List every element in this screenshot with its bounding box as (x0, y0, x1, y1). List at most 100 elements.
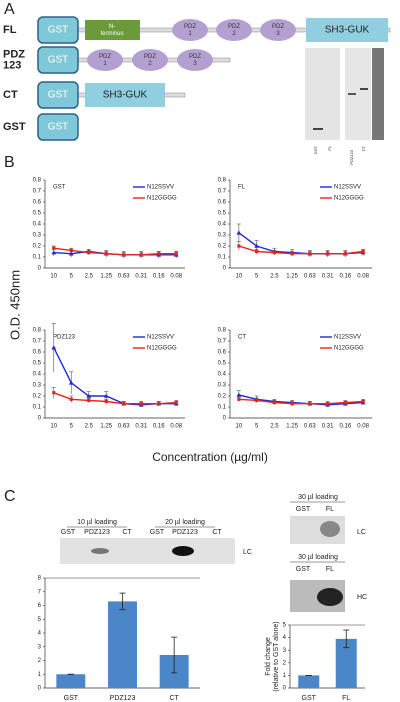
x-tick-label: 1.25 (286, 274, 298, 280)
domain-label: PDZ (189, 54, 201, 60)
y-tick-label: 0.1 (33, 405, 42, 411)
y-tick-label: 0.5 (33, 361, 42, 367)
legend-label: N12SSVV (334, 185, 361, 191)
marker (343, 401, 347, 405)
x-tick-label: 2.5 (85, 424, 94, 430)
pdz-domain (172, 19, 208, 41)
gst-domain (37, 46, 79, 74)
x-tick-label: 10 (236, 424, 243, 430)
bar (108, 601, 137, 688)
y-tick-label: 4 (283, 635, 287, 641)
y-tick-label: 0.4 (218, 372, 227, 378)
x-tick-label: 0.08 (170, 274, 182, 280)
marker (272, 251, 276, 255)
y-tick-label: 1 (38, 672, 42, 678)
y-tick-label: 0.7 (218, 339, 227, 345)
marker (68, 380, 74, 385)
marker (290, 402, 294, 406)
y-tick-label: 8 (38, 576, 42, 582)
x-tick-label: 0.31 (135, 274, 147, 280)
marker (236, 392, 242, 397)
x-tick-label: 0.63 (304, 424, 316, 430)
gel-label: LC (357, 529, 366, 536)
y-tick-label: 0 (223, 416, 227, 422)
marker (361, 399, 365, 404)
x-tick-label: 10 (50, 424, 57, 430)
construct-label: GST (3, 121, 26, 133)
domain-label: N- (109, 24, 115, 30)
y-tick-label: 0.2 (33, 394, 42, 400)
marker (104, 399, 108, 404)
gel-image (305, 48, 340, 140)
pdz-domain (216, 19, 252, 41)
domain-label: 3 (276, 31, 280, 37)
x-tick-label: 0.08 (357, 274, 369, 280)
gel-band (313, 128, 323, 130)
marker (86, 393, 92, 398)
domain-label: GST (48, 90, 69, 101)
x-tick-label: FL (342, 695, 350, 702)
domain-label: PDZ (272, 24, 284, 30)
y-tick-label: 0.2 (218, 394, 227, 400)
marker (272, 401, 276, 405)
marker (52, 391, 56, 395)
legend-label: N12GGGG (147, 196, 177, 202)
x-tick-label: 0.31 (322, 274, 334, 280)
x-tick-label: 0.16 (340, 274, 352, 280)
sh3-guk-domain (85, 83, 165, 107)
x-tick-label: 0.08 (357, 424, 369, 430)
x-tick-label: 1.25 (286, 424, 298, 430)
gel-ladder (372, 48, 384, 140)
x-tick-label: 5 (255, 424, 259, 430)
x-tick-label: 0.16 (340, 424, 352, 430)
marker (139, 402, 143, 406)
y-tick-label: 0 (283, 686, 287, 692)
y-tick-label: 2 (38, 658, 42, 664)
y-tick-label: 0.1 (218, 255, 227, 261)
y-tick-label: 0.6 (218, 200, 227, 206)
gst-domain (37, 113, 79, 141)
x-tick-label: 5 (70, 274, 74, 280)
x-tick-label: 1.25 (100, 274, 112, 280)
x-tick-label: 2.5 (270, 274, 279, 280)
legend-label: N12GGGG (147, 346, 177, 352)
y-tick-label: 0.3 (33, 233, 42, 239)
x-tick-label: 0.08 (170, 424, 182, 430)
y-tick-label: 0.3 (218, 383, 227, 389)
y-tick-label: 0 (38, 686, 42, 692)
loading-label: 30 µl loading (298, 494, 338, 501)
domain-label: GST (48, 55, 69, 66)
y-tick-label: 4 (38, 631, 42, 637)
x-tick-label: PDZ123 (110, 695, 136, 702)
y-tick-label: 0.1 (33, 255, 42, 261)
y-tick-label: 0.5 (218, 361, 227, 367)
y-tick-label: 0.6 (33, 350, 42, 356)
y-tick-label: 0.3 (218, 233, 227, 239)
marker (361, 249, 365, 254)
y-axis-label: (relative to GST alone) (273, 621, 280, 691)
marker (51, 345, 57, 350)
y-tick-label: 6 (38, 603, 42, 609)
marker (326, 252, 330, 256)
legend-label: N12GGGG (334, 196, 364, 202)
panel-letter: A (4, 1, 15, 18)
x-tick-label: 5 (255, 274, 259, 280)
x-tick-label: 0.16 (153, 424, 165, 430)
construct-label: PDZ (3, 48, 25, 60)
gel-band (348, 93, 356, 95)
gst-domain (37, 16, 79, 44)
lane-label: GST (150, 529, 165, 536)
x-tick-label: GST (64, 695, 79, 702)
domain-label: SH3-GUK (325, 25, 370, 36)
n-terminus-domain (85, 20, 140, 40)
lane-label: CT (212, 529, 222, 536)
marker (87, 251, 91, 255)
y-tick-label: 0.4 (33, 222, 42, 228)
y-tick-label: 0 (223, 266, 227, 272)
marker (51, 250, 57, 255)
panel-letter: B (4, 154, 15, 171)
marker (343, 252, 347, 256)
marker (122, 253, 126, 257)
domain-label: 2 (232, 31, 236, 37)
series-line (53, 392, 177, 405)
